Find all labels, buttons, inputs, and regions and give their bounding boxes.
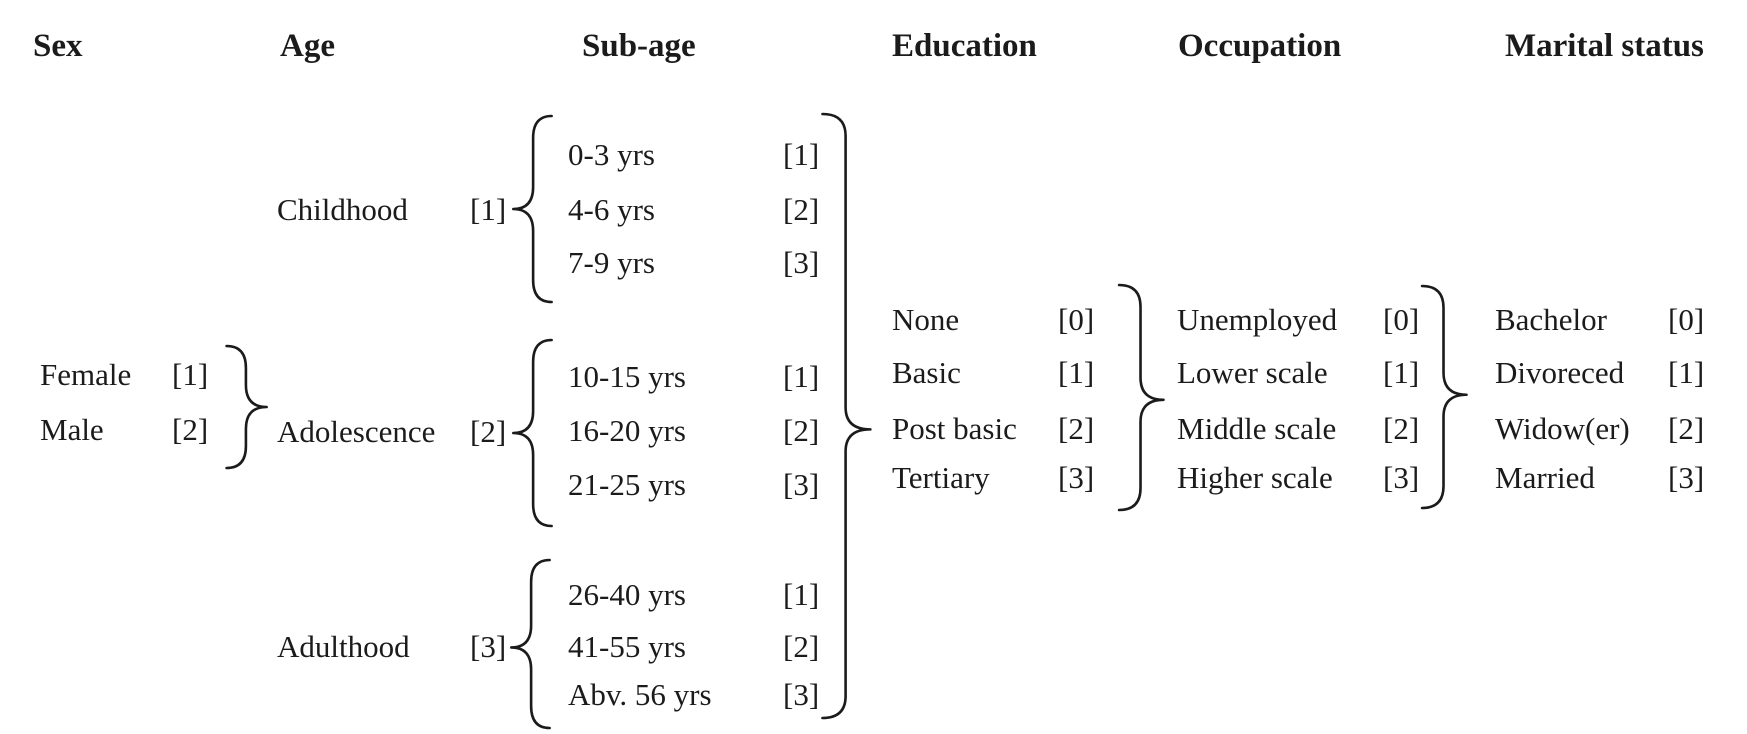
- brace-education-to-occupation: [1117, 283, 1165, 512]
- sex-female-code: [1]: [172, 357, 209, 392]
- column-header-education: Education: [892, 28, 1037, 64]
- education-tertiary-code: [3]: [1058, 460, 1095, 495]
- column-header-sub-age: Sub-age: [582, 28, 696, 64]
- brace-childhood-group: [512, 114, 553, 304]
- subage-21-25-code: [3]: [783, 467, 820, 502]
- brace-adolescence-group: [512, 338, 553, 528]
- subage-10-15-label: 10-15 yrs: [568, 359, 686, 394]
- occupation-middle-scale-label: Middle scale: [1177, 411, 1337, 446]
- subage-abv-56-code: [3]: [783, 677, 820, 712]
- marital-bachelor-label: Bachelor: [1495, 302, 1607, 337]
- occupation-higher-scale-label: Higher scale: [1177, 460, 1333, 495]
- subage-7-9-label: 7-9 yrs: [568, 245, 655, 280]
- brace-subage-to-education: [821, 112, 872, 720]
- marital-divorced-label: Divoreced: [1495, 355, 1625, 390]
- subage-41-55-code: [2]: [783, 629, 820, 664]
- subage-16-20-label: 16-20 yrs: [568, 413, 686, 448]
- subage-10-15-code: [1]: [783, 359, 820, 394]
- column-header-marital-status: Marital status: [1505, 28, 1704, 64]
- sex-male-label: Male: [40, 412, 104, 447]
- subage-21-25-label: 21-25 yrs: [568, 467, 686, 502]
- marital-divorced-code: [1]: [1668, 355, 1705, 390]
- marital-widower-code: [2]: [1668, 411, 1705, 446]
- occupation-middle-scale-code: [2]: [1383, 411, 1420, 446]
- education-basic-label: Basic: [892, 355, 961, 390]
- age-adolescence-label: Adolescence: [277, 414, 436, 449]
- age-adolescence-code: [2]: [470, 414, 507, 449]
- brace-occupation-to-marital: [1420, 284, 1468, 510]
- marital-married-label: Married: [1495, 460, 1595, 495]
- education-tertiary-label: Tertiary: [892, 460, 990, 495]
- occupation-unemployed-label: Unemployed: [1177, 302, 1338, 337]
- age-adulthood-label: Adulthood: [277, 629, 410, 664]
- subage-16-20-code: [2]: [783, 413, 820, 448]
- subage-4-6-label: 4-6 yrs: [568, 192, 655, 227]
- education-none-label: None: [892, 302, 960, 337]
- age-adulthood-code: [3]: [470, 629, 507, 664]
- subage-7-9-code: [3]: [783, 245, 820, 280]
- brace-sex-to-age: [225, 344, 268, 470]
- sex-male-code: [2]: [172, 412, 209, 447]
- education-none-code: [0]: [1058, 302, 1095, 337]
- column-header-sex: Sex: [33, 28, 83, 64]
- column-header-occupation: Occupation: [1178, 28, 1342, 64]
- marital-married-code: [3]: [1668, 460, 1705, 495]
- education-post-basic-code: [2]: [1058, 411, 1095, 446]
- brace-adulthood-group: [510, 558, 551, 730]
- occupation-lower-scale-code: [1]: [1383, 355, 1420, 390]
- occupation-lower-scale-label: Lower scale: [1177, 355, 1328, 390]
- marital-bachelor-code: [0]: [1668, 302, 1705, 337]
- subage-26-40-code: [1]: [783, 577, 820, 612]
- subage-41-55-label: 41-55 yrs: [568, 629, 686, 664]
- occupation-higher-scale-code: [3]: [1383, 460, 1420, 495]
- age-childhood-label: Childhood: [277, 192, 408, 227]
- subage-0-3-label: 0-3 yrs: [568, 137, 655, 172]
- education-post-basic-label: Post basic: [892, 411, 1017, 446]
- subage-abv-56-label: Abv. 56 yrs: [568, 677, 712, 712]
- age-childhood-code: [1]: [470, 192, 507, 227]
- sex-female-label: Female: [40, 357, 132, 392]
- column-header-age: Age: [280, 28, 335, 64]
- subage-26-40-label: 26-40 yrs: [568, 577, 686, 612]
- education-basic-code: [1]: [1058, 355, 1095, 390]
- subage-0-3-code: [1]: [783, 137, 820, 172]
- occupation-unemployed-code: [0]: [1383, 302, 1420, 337]
- marital-widower-label: Widow(er): [1495, 411, 1630, 446]
- subage-4-6-code: [2]: [783, 192, 820, 227]
